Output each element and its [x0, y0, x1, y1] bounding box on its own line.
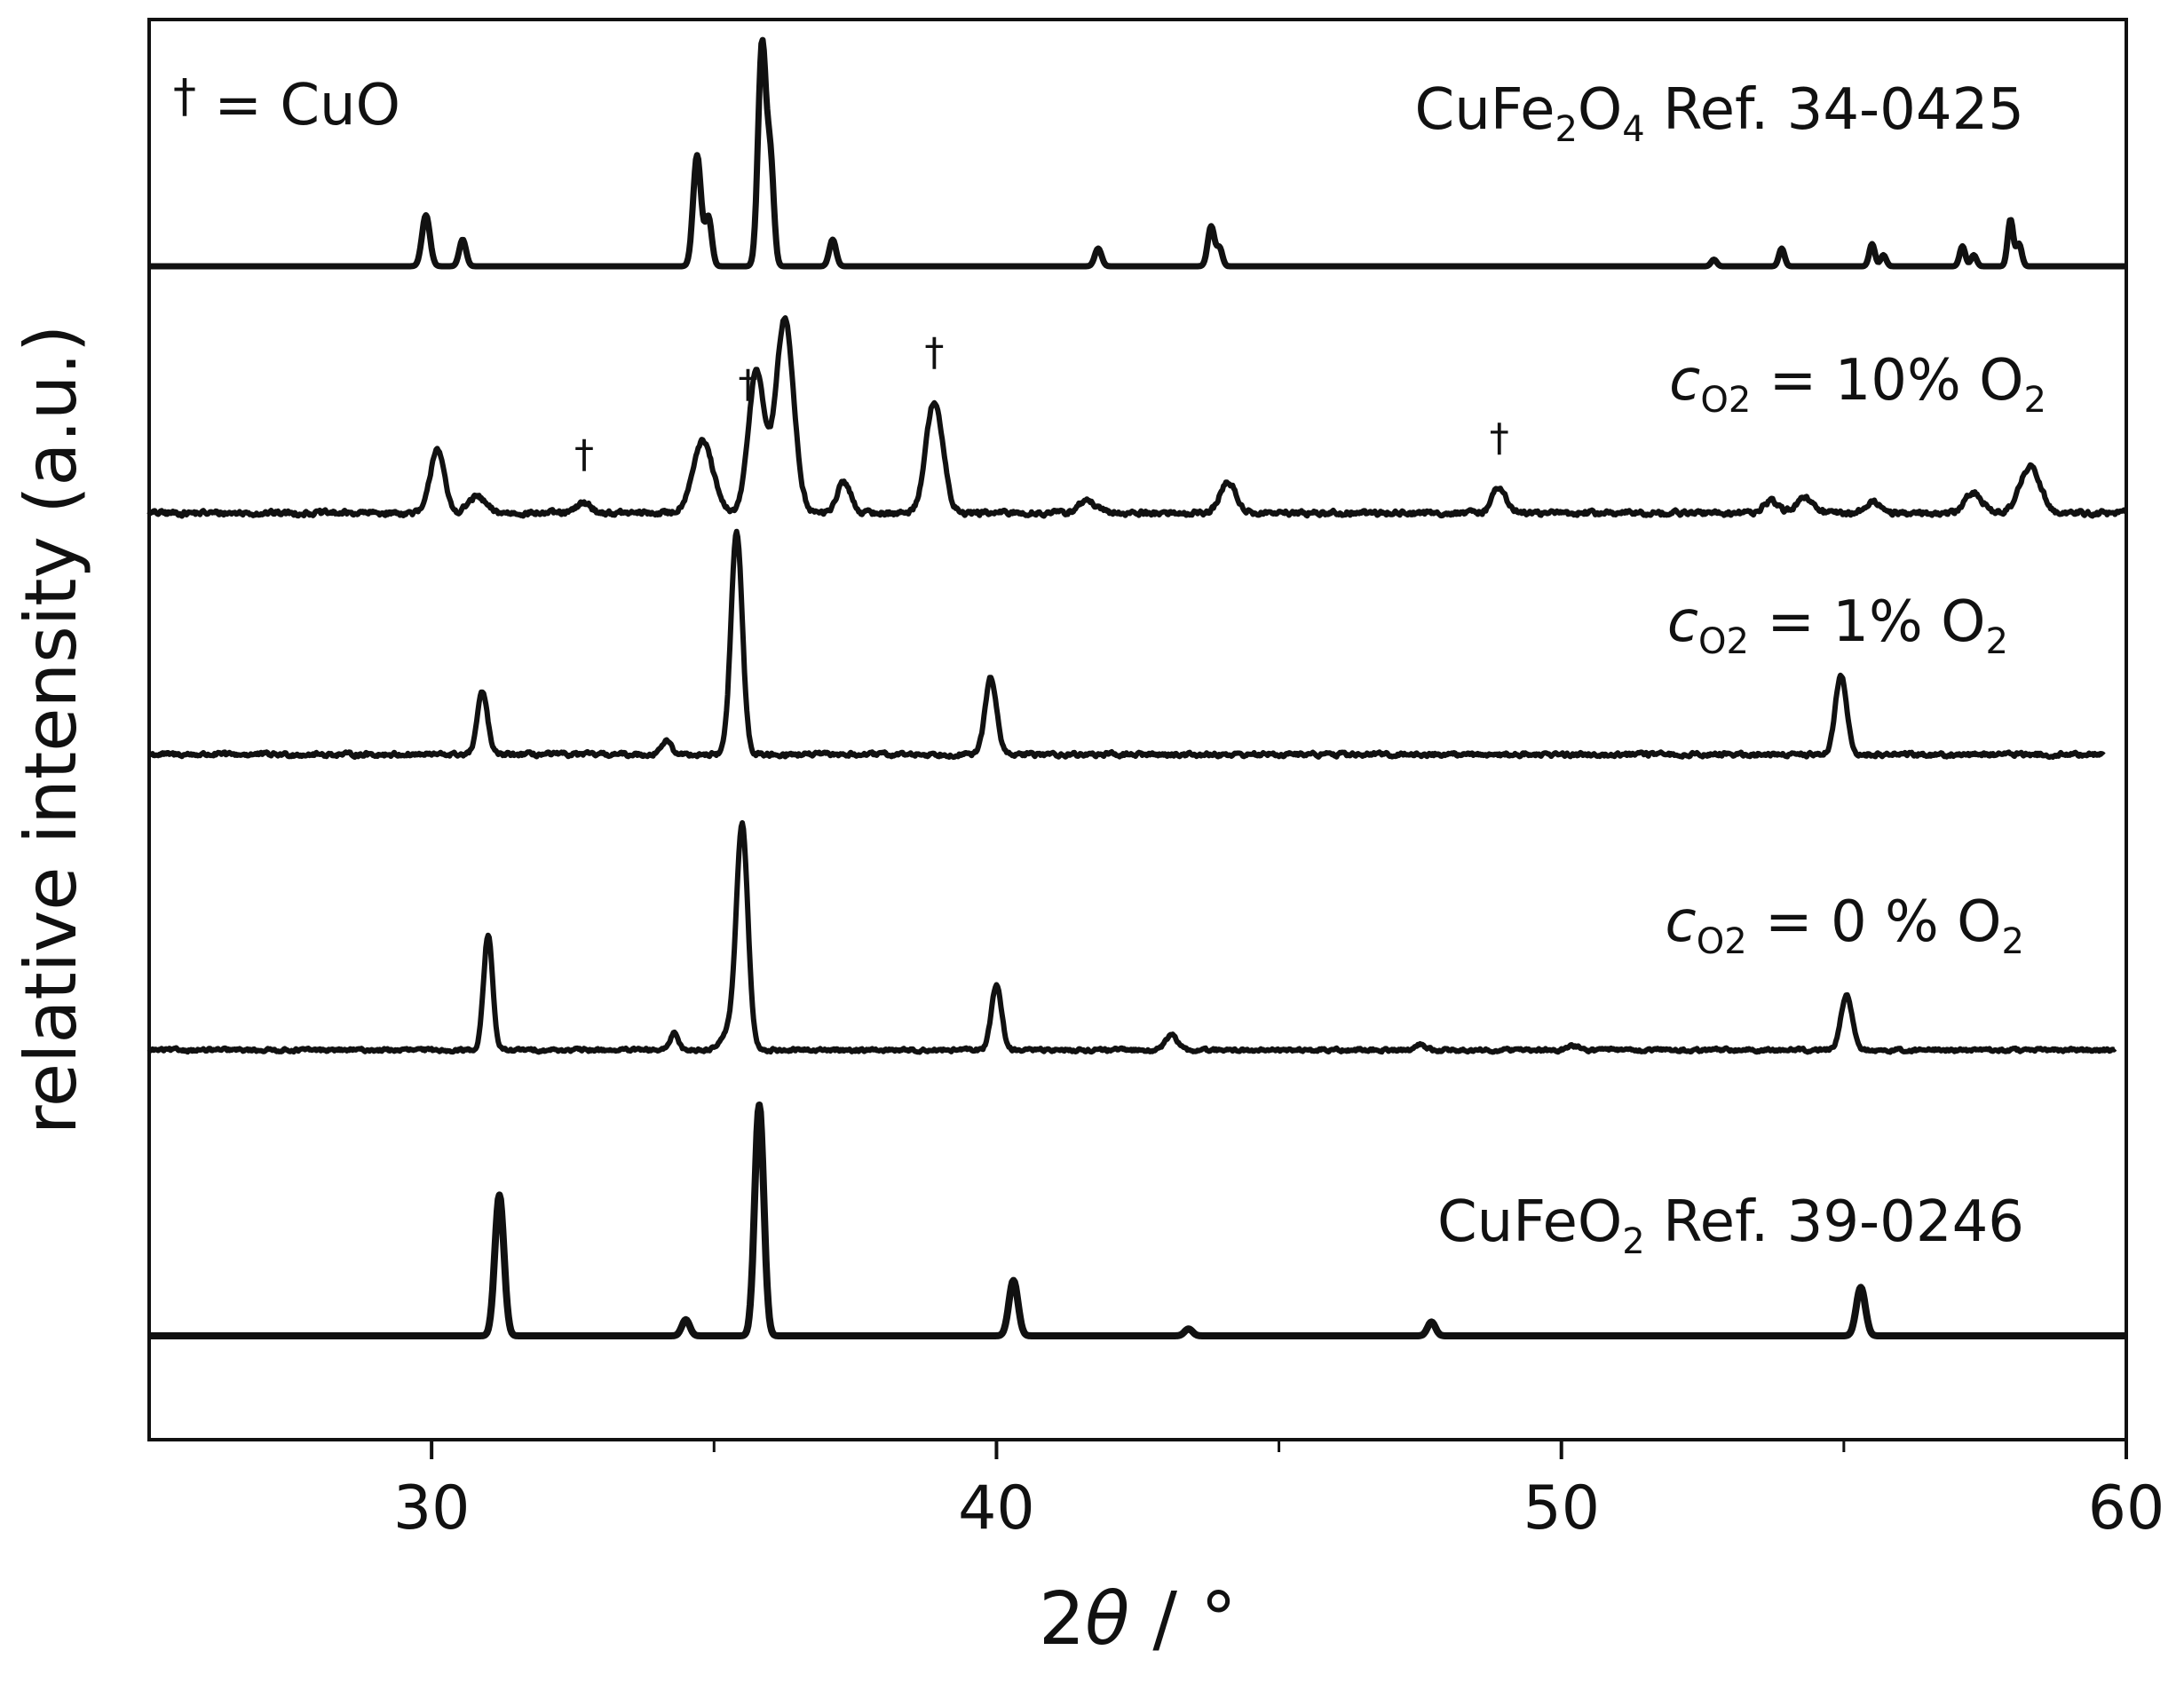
pattern-line-4 [146, 820, 2117, 1055]
series-label-4: cO2 = 0 % O2 [1666, 889, 2024, 962]
pattern-line-2 [146, 315, 2128, 519]
cuo-marker-4: † [1490, 415, 1509, 461]
cuo-marker-3: † [924, 330, 944, 375]
labels-group: CuFe2O4 Ref. 34-0425 cO2 = 10% O2 † † † † cO2 … [173, 70, 2046, 1262]
x-tick-label-4: 60 [2088, 1473, 2165, 1544]
pattern-line-3 [147, 528, 2106, 761]
plot-frame [147, 18, 2128, 1441]
axes-group: 30 40 50 60 2θ / ° relative intensity (a.u.) [10, 18, 2165, 1662]
pattern-line-1 [146, 36, 2129, 270]
cuo-marker-2: † [738, 361, 757, 407]
x-tick-label-1: 30 [393, 1473, 471, 1544]
cuo-marker-1: † [574, 432, 594, 478]
x-tick-label-2: 40 [958, 1473, 1035, 1544]
series-label-1: CuFe2O4 Ref. 34-0425 [1415, 77, 2025, 150]
series-group [146, 36, 2129, 1339]
pattern-line-5 [146, 1102, 2129, 1339]
y-axis-title: relative intensity (a.u.) [10, 325, 92, 1134]
series-label-5: CuFeO2 Ref. 39-0246 [1437, 1189, 2024, 1262]
series-label-2: cO2 = 10% O2 [1669, 348, 2046, 421]
x-axis-title: 2θ / ° [1039, 1577, 1237, 1662]
series-label-3: cO2 = 1% O2 [1667, 589, 2008, 662]
x-tick-label-3: 50 [1523, 1473, 1600, 1544]
cuo-legend-note: † = CuO [173, 70, 400, 138]
